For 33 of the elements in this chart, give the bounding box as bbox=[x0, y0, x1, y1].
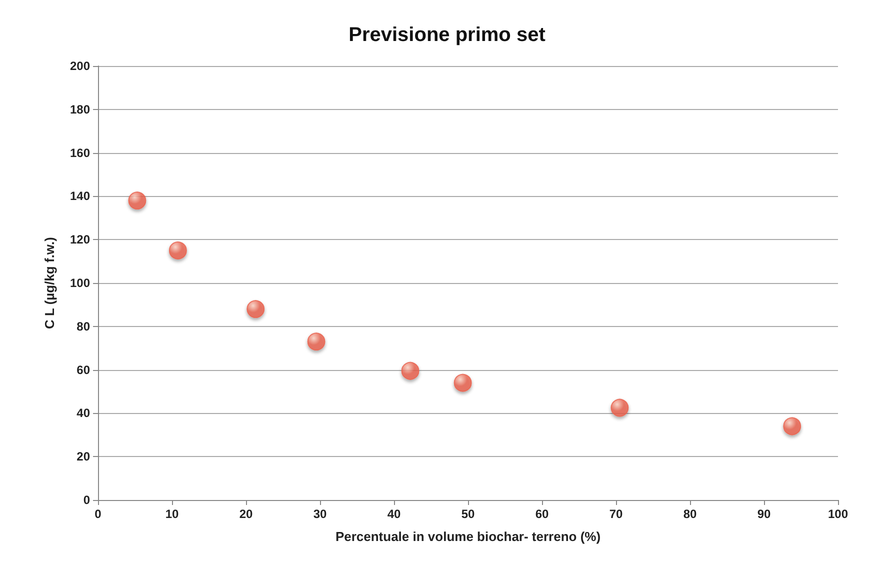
x-tick-label: 70 bbox=[609, 507, 623, 521]
x-tick-label: 20 bbox=[239, 507, 253, 521]
point bbox=[610, 398, 629, 417]
point bbox=[454, 374, 472, 392]
x-tick-label: 100 bbox=[828, 507, 848, 521]
y-tick-label: 140 bbox=[70, 189, 90, 204]
y-tick-label: 100 bbox=[70, 276, 90, 290]
y-tick-label: 60 bbox=[76, 362, 90, 377]
point bbox=[783, 417, 802, 436]
point bbox=[401, 362, 420, 380]
point bbox=[246, 300, 265, 318]
y-tick-label: 200 bbox=[70, 59, 90, 73]
y-tick-label: 20 bbox=[76, 450, 90, 464]
x-tick-label: 30 bbox=[313, 507, 327, 521]
x-tick-label: 50 bbox=[461, 507, 475, 521]
x-tick-label: 80 bbox=[683, 507, 697, 521]
y-tick-label: 160 bbox=[70, 146, 90, 160]
x-tick-label: 40 bbox=[387, 507, 401, 521]
y-tick-label: 0 bbox=[83, 493, 90, 507]
y-axis-title: C L (µg/kg f.w.) bbox=[42, 237, 57, 329]
y-tick-label: 120 bbox=[70, 232, 90, 247]
x-tick-label: 60 bbox=[535, 507, 549, 521]
x-tick-label: 10 bbox=[165, 507, 179, 521]
x-tick-label: 90 bbox=[757, 507, 771, 521]
point bbox=[128, 192, 146, 210]
point bbox=[168, 241, 187, 260]
y-tick-label: 180 bbox=[70, 102, 90, 116]
point bbox=[307, 332, 326, 351]
y-tick-label: 40 bbox=[76, 406, 90, 420]
chart-title: Previsione primo set bbox=[348, 24, 546, 46]
x-tick-label: 0 bbox=[94, 507, 102, 521]
x-axis-title: Percentuale in volume biochar- terreno (%) bbox=[335, 529, 601, 544]
y-tick-label: 80 bbox=[76, 319, 90, 334]
